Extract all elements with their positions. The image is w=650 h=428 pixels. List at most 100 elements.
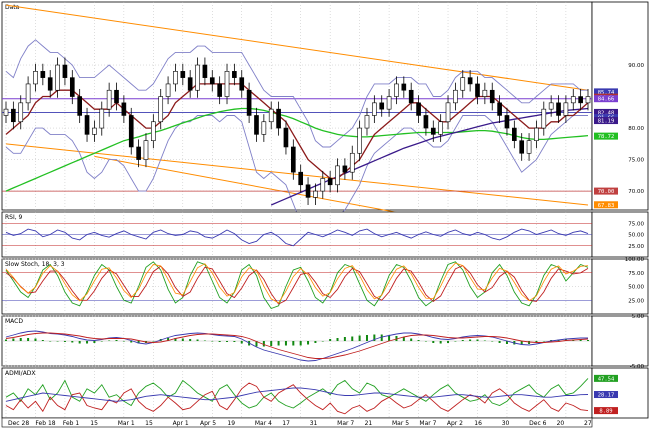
candle-body [556, 102, 561, 116]
macd-histogram-bar [262, 341, 265, 347]
macd-histogram-bar [550, 340, 553, 341]
macd-histogram-bar [358, 335, 361, 341]
candle-body [416, 102, 421, 116]
macd-histogram-bar [12, 338, 15, 341]
x-tick-label: 30 [502, 420, 510, 427]
axis-frame-price [591, 1, 649, 211]
macd-histogram-bar [329, 339, 332, 341]
macd-histogram-bar [321, 341, 324, 342]
macd-histogram-bar [233, 341, 236, 342]
channel-line-lower [5, 143, 589, 206]
value-tag-label-price: 84.66 [598, 97, 615, 103]
candle-body [430, 127, 436, 135]
macd-histogram-bar [579, 339, 582, 341]
candle-body [143, 140, 149, 160]
x-tick-label: Mar 7 [419, 420, 436, 427]
macd-histogram-bar [365, 335, 368, 341]
candle-body [254, 115, 259, 135]
y-tick-macd: 5.00 [632, 314, 645, 320]
macd-histogram-bar [108, 340, 111, 341]
y-tick-price: 80.00 [628, 126, 644, 132]
y-tick-price: 90.00 [628, 63, 644, 69]
x-tick-label: 15 [90, 420, 98, 427]
candle-body [106, 89, 112, 110]
macd-histogram-bar [174, 338, 177, 341]
macd-histogram-bar [5, 339, 7, 341]
value-tag-label-price: 81.19 [598, 119, 615, 125]
candle-body [77, 96, 82, 116]
candle-body [195, 64, 200, 91]
candle-body [187, 77, 193, 91]
candle-body [283, 127, 289, 148]
axis-frame-macd [591, 315, 649, 367]
y-tick-price: 75.00 [628, 158, 644, 164]
candle-body [25, 83, 31, 104]
x-axis-frame [1, 417, 593, 428]
candle-body [217, 83, 222, 97]
candle-body [239, 77, 245, 91]
candle-body [11, 108, 16, 123]
candle-body [327, 178, 333, 186]
candle-body [180, 71, 186, 78]
value-tag-price [594, 95, 618, 103]
macd-histogram-bar [71, 341, 74, 343]
x-tick-label: Mar 1 [118, 420, 135, 427]
macd-histogram-bar [439, 341, 442, 344]
candle-body [276, 108, 281, 129]
candle-body [372, 102, 377, 116]
candle-body [541, 108, 547, 129]
y-tick-rsi: 75.00 [628, 221, 644, 227]
candle-body [349, 152, 355, 173]
candle-body [84, 115, 90, 135]
candle-body [33, 71, 38, 85]
macd-histogram-bar [542, 341, 545, 342]
value-tag-price [594, 117, 618, 125]
macd-histogram-bar [226, 341, 229, 342]
macd-histogram-bar [93, 341, 96, 343]
x-tick-label: 16 [474, 420, 482, 427]
pane-title-bg [3, 213, 28, 221]
x-tick-label: Mar 4 [255, 420, 272, 427]
candle-body [99, 108, 105, 129]
candle-body [209, 77, 215, 85]
pane-title-bg [3, 260, 75, 268]
candle-body [379, 102, 385, 110]
macd-histogram-bar [130, 341, 133, 343]
value-tag-price [594, 88, 618, 96]
macd-histogram-bar [483, 340, 486, 341]
x-tick-label: 21 [365, 420, 373, 427]
candle-body [526, 140, 532, 154]
plus-di-line [5, 378, 589, 409]
value-tag-label-adx: 8.89 [599, 409, 612, 415]
candle-body [512, 127, 517, 141]
macd-histogram-bar [535, 341, 538, 343]
candle-body [519, 140, 525, 154]
x-tick-label: Apr 5 [200, 420, 216, 427]
macd-histogram-bar [395, 336, 398, 341]
candle-body [394, 83, 399, 97]
x-tick-label: 19 [227, 420, 235, 427]
macd-histogram-bar [454, 341, 457, 342]
candle-body [128, 115, 134, 148]
stoch-d-line [5, 265, 589, 305]
candle-body [563, 102, 569, 116]
value-tag-label-price: 67.83 [598, 203, 615, 209]
macd-histogram-bar [469, 339, 472, 341]
candle-body [438, 121, 443, 135]
candle-body [40, 71, 46, 78]
stoch-mid-line [5, 262, 589, 304]
ma-long-line [5, 107, 589, 192]
macd-histogram-bar [314, 341, 317, 343]
bollinger-upper-line [5, 39, 588, 148]
candle-body [342, 165, 348, 173]
y-tick-stoch: 75.00 [628, 271, 644, 277]
value-tag-adx [594, 391, 618, 399]
macd-histogram-bar [351, 336, 354, 341]
y-tick-rsi: 50.00 [628, 233, 644, 239]
candle-body [497, 102, 502, 116]
candle-body [320, 178, 326, 192]
macd-histogram-bar [373, 334, 376, 341]
candle-body [534, 127, 539, 141]
candle-body [121, 102, 127, 116]
